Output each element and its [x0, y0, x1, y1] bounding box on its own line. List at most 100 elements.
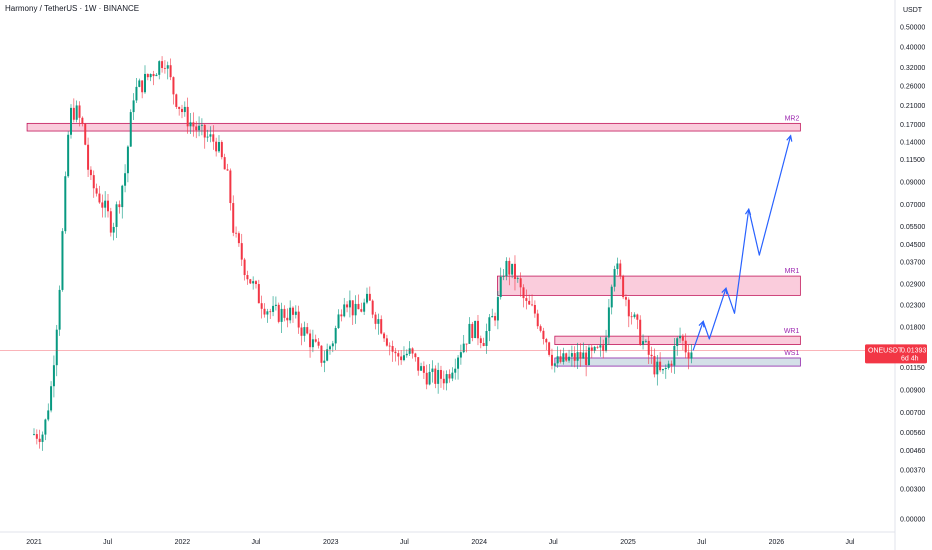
- candle: [531, 294, 534, 307]
- y-tick-label: 0.04500: [900, 242, 925, 249]
- candle: [636, 313, 639, 330]
- candle: [129, 109, 132, 147]
- candle: [400, 350, 403, 365]
- price-badge-bg: [865, 344, 927, 364]
- x-tick-label: 2026: [769, 539, 785, 546]
- candle: [499, 267, 502, 300]
- candle: [414, 352, 417, 362]
- candle: [135, 77, 138, 103]
- candle: [494, 312, 497, 327]
- candle: [223, 153, 226, 170]
- candle: [109, 207, 112, 237]
- candle: [291, 306, 294, 323]
- candle: [374, 311, 377, 330]
- candle: [385, 334, 388, 347]
- candle: [553, 362, 556, 373]
- candle: [38, 429, 41, 449]
- price-currency-label: USDT: [903, 7, 923, 14]
- candle: [161, 56, 164, 73]
- candle: [309, 329, 312, 358]
- candle: [439, 365, 442, 388]
- candle: [209, 126, 212, 143]
- candle: [408, 341, 411, 357]
- candle: [106, 193, 109, 218]
- y-tick-label: 0.00700: [900, 410, 925, 417]
- candle: [311, 329, 314, 353]
- candle: [411, 347, 414, 359]
- candle: [132, 93, 135, 120]
- candle: [354, 295, 357, 324]
- candle: [599, 336, 602, 357]
- projection-arrowhead: [786, 134, 793, 142]
- candle: [684, 333, 687, 359]
- candle: [277, 302, 280, 324]
- zone-label-wr1: WR1: [784, 328, 800, 335]
- candle: [417, 357, 420, 376]
- candle: [104, 191, 107, 218]
- candle: [172, 76, 175, 105]
- candle: [297, 305, 300, 334]
- zone-mr2[interactable]: [26, 122, 801, 132]
- candle: [41, 431, 44, 451]
- candle: [548, 341, 551, 357]
- projection-path[interactable]: [692, 135, 792, 351]
- candle: [644, 339, 647, 344]
- candle: [166, 61, 169, 80]
- price-badge-countdown: 6d 4h: [901, 355, 919, 362]
- candle: [252, 276, 255, 290]
- candle: [363, 298, 366, 315]
- candle: [235, 226, 238, 238]
- candle: [394, 347, 397, 362]
- candle: [513, 255, 516, 291]
- y-tick-label: 0.02300: [900, 303, 925, 310]
- candle: [448, 369, 451, 383]
- candle: [442, 370, 445, 390]
- price-axis[interactable]: 0.50000 0.40000 0.32000 0.26000 0.21000 0.170…: [900, 25, 925, 524]
- zone-ws1[interactable]: [554, 357, 801, 367]
- candle: [508, 257, 511, 286]
- candle: [673, 337, 676, 374]
- candle: [81, 116, 84, 127]
- candle: [391, 340, 394, 362]
- projection-arrowhead: [744, 207, 752, 216]
- candle: [343, 297, 346, 318]
- candle: [64, 171, 67, 234]
- candle: [505, 257, 508, 281]
- zone-label-ws1: WS1: [784, 350, 799, 357]
- candle: [337, 309, 340, 330]
- time-axis[interactable]: 2021 Jul 2022 Jul 2023 Jul 2024 Jul 2025 Jul 2026 J…: [26, 539, 855, 546]
- candle: [246, 270, 249, 285]
- candle: [237, 231, 240, 247]
- candle: [323, 350, 326, 373]
- y-tick-label: 0.00560: [900, 430, 925, 437]
- candle: [294, 305, 297, 319]
- candle: [78, 101, 81, 127]
- candle: [522, 284, 525, 308]
- x-tick-label: 2024: [471, 539, 487, 546]
- candle: [445, 370, 448, 391]
- candle: [587, 344, 590, 366]
- candle: [607, 298, 610, 346]
- candle: [357, 294, 360, 310]
- candle: [656, 355, 659, 386]
- candle: [192, 112, 195, 137]
- y-tick-label: 0.40000: [900, 45, 925, 52]
- y-tick-label: 0.00370: [900, 468, 925, 475]
- zone-mr1[interactable]: [497, 275, 801, 296]
- zone-label-mr2: MR2: [785, 115, 800, 122]
- candle: [232, 195, 235, 237]
- candle: [653, 348, 656, 378]
- candle: [149, 73, 152, 82]
- y-tick-label: 0.03700: [900, 260, 925, 267]
- y-tick-label: 0.50000: [900, 25, 925, 32]
- candle: [616, 257, 619, 275]
- candle: [198, 116, 201, 137]
- candle: [75, 100, 78, 123]
- candle: [33, 428, 35, 436]
- candle: [485, 323, 488, 354]
- candle: [670, 360, 673, 373]
- candle: [576, 342, 579, 369]
- projection-arrowhead: [698, 320, 705, 328]
